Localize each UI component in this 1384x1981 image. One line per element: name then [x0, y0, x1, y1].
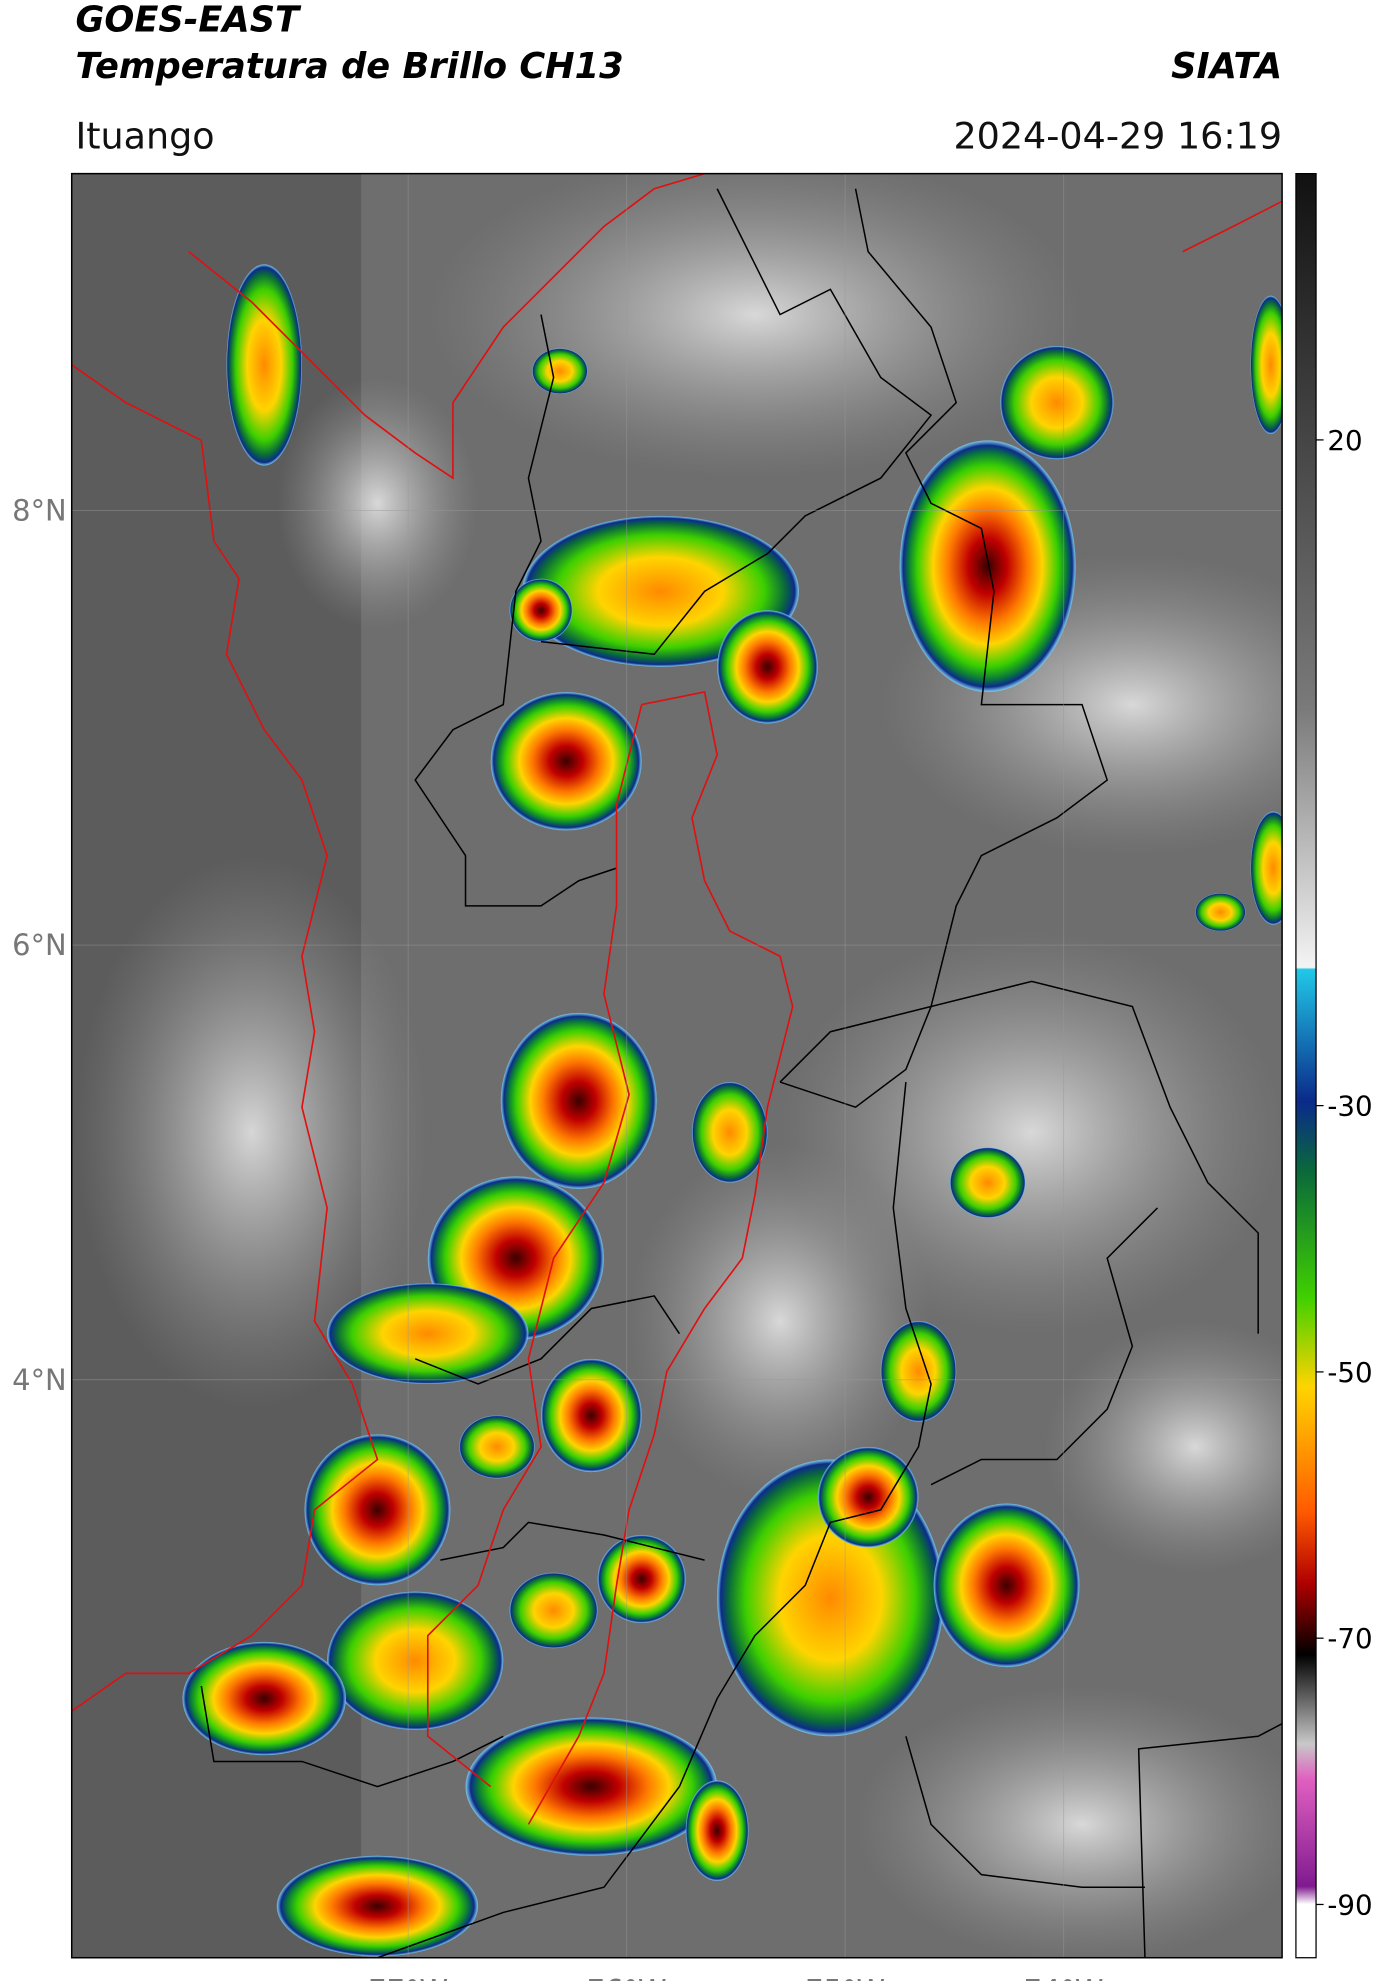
x-tick-label: 75°W	[805, 1974, 885, 1981]
y-tick-label: 8°N	[12, 494, 67, 528]
colorbar-tick-label: -50	[1327, 1356, 1372, 1389]
title: GOES-EAST	[75, 0, 302, 40]
map-frame	[70, 172, 1283, 1959]
colorbar-tick-label: -30	[1327, 1090, 1372, 1123]
x-tick-label: 74°W	[1024, 1974, 1104, 1981]
subtitle: Temperatura de Brillo CH13	[75, 46, 623, 87]
map-image	[71, 173, 1283, 1958]
graticule	[71, 173, 1283, 1958]
colorbar-tick-label: 20	[1327, 424, 1362, 457]
x-tick-label: 77°W	[368, 1974, 448, 1981]
x-tick-label: 76°W	[587, 1974, 667, 1981]
y-tick-label: 6°N	[12, 928, 67, 962]
source: SIATA	[1171, 46, 1282, 87]
y-tick-label: 4°N	[12, 1363, 67, 1397]
location: Ituango	[75, 114, 214, 157]
colorbar	[1295, 172, 1317, 1959]
datetime: 2024-04-29 16:19	[953, 114, 1282, 157]
colorbar-tick-label: -70	[1327, 1622, 1372, 1655]
colorbar-tick-label: -90	[1327, 1889, 1372, 1922]
